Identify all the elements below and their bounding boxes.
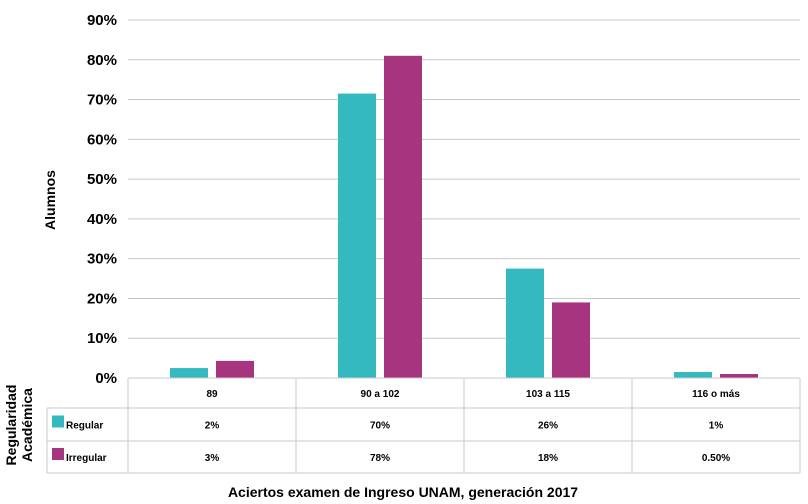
y-tick-label: 50% <box>87 171 117 188</box>
bar-regular-2 <box>506 268 544 378</box>
table-header-label: RegularidadAcadémica <box>3 385 35 466</box>
bar-irregular-1 <box>384 55 422 379</box>
category-label: 89 <box>206 389 218 400</box>
y-tick-label: 20% <box>87 290 117 307</box>
legend-swatch-irregular <box>52 448 64 460</box>
y-tick-label: 40% <box>87 211 117 228</box>
y-tick-label: 30% <box>87 251 117 268</box>
data-table: 89 90 a 102 103 a 115 116 o más Regular 2% 70%… <box>46 377 801 474</box>
legend-label-regular: Regular <box>66 421 103 432</box>
y-axis-title: Alumnos <box>42 170 58 230</box>
bar-irregular-3 <box>720 374 758 378</box>
bar-irregular-2 <box>552 302 590 378</box>
bar-regular-1 <box>338 93 376 378</box>
table-cell: 1% <box>709 421 724 432</box>
table-cell: 2% <box>205 421 220 432</box>
category-label: 116 o más <box>692 389 740 400</box>
legend-swatch-regular <box>52 415 64 428</box>
y-tick-label: 60% <box>87 131 117 148</box>
y-tick-labels: 0% 10% 20% 30% 40% 50% 60% 70% 80% 90% <box>87 12 117 387</box>
category-label: 90 a 102 <box>361 389 400 400</box>
table-cell: 78% <box>370 453 390 464</box>
y-tick-label: 90% <box>87 12 117 29</box>
bar-irregular-0 <box>216 360 254 378</box>
bars <box>170 55 758 379</box>
table-cell: 0.50% <box>702 453 730 464</box>
bar-regular-0 <box>170 368 208 378</box>
y-tick-label: 80% <box>87 52 117 69</box>
x-axis-title: Aciertos examen de Ingreso UNAM, generac… <box>228 484 578 500</box>
gridlines <box>128 19 800 379</box>
y-tick-label: 0% <box>95 370 117 387</box>
table-cell: 18% <box>538 453 558 464</box>
table-cell: 3% <box>205 453 220 464</box>
category-label: 103 a 115 <box>526 389 570 400</box>
y-tick-label: 70% <box>87 92 117 109</box>
table-cell: 70% <box>370 421 390 432</box>
y-tick-label: 10% <box>87 330 117 347</box>
legend-label-irregular: Irregular <box>66 453 107 464</box>
bar-regular-3 <box>674 372 712 378</box>
table-cell: 26% <box>538 421 558 432</box>
